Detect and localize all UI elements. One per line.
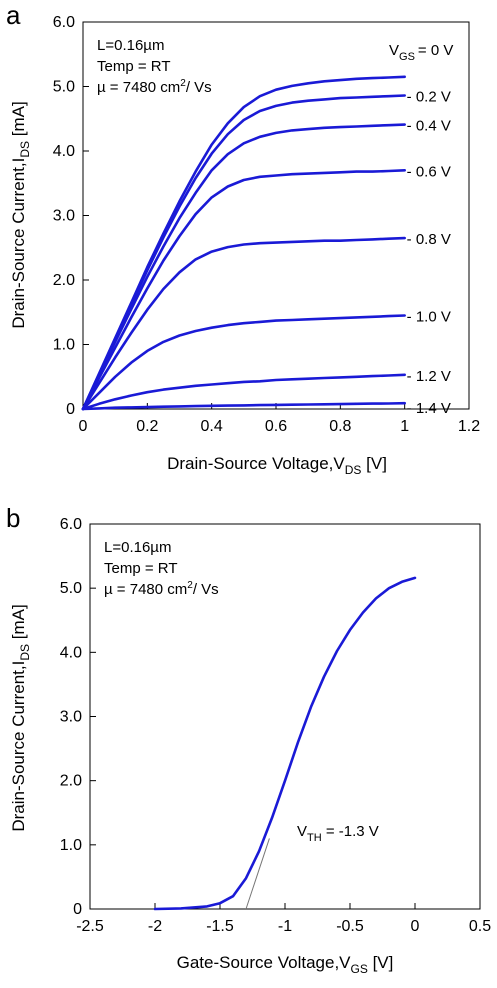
x-tick-label: 0.6 [265, 418, 287, 435]
panel-b-threshold-tangent [245, 838, 270, 910]
panel-b-annotation-mobility: µ = 7480 cm2/ Vs [104, 580, 219, 598]
curve-label: - 1.2 V [407, 368, 451, 385]
panel-b-curves [153, 576, 417, 911]
panel-b: b -2.5 -2 -1.5 -1 -0.5 0 0.5 0 1.0 2.0 3.0 4.0 5.0 6.… [6, 503, 491, 976]
y-tick-label: 6.0 [60, 516, 82, 533]
x-tick-label: -1.5 [206, 918, 234, 935]
y-tick-label: 0 [73, 901, 82, 918]
y-tick-label: 1.0 [53, 337, 75, 354]
panel-b-label: b [6, 503, 20, 533]
x-tick-label: 0.8 [329, 418, 351, 435]
iv-curve-7 [81, 401, 407, 411]
x-tick-label: -2 [148, 918, 162, 935]
x-tick-label: 1.2 [458, 418, 480, 435]
x-tick-label: -2.5 [76, 918, 104, 935]
x-tick-label: -1 [278, 918, 292, 935]
x-tick-label: 1 [400, 418, 409, 435]
y-tick-label: 1.0 [60, 837, 82, 854]
panel-b-annotation-temp: Temp = RT [104, 560, 178, 577]
iv-curve-1 [81, 94, 407, 411]
panel-a-label: a [6, 0, 21, 30]
y-tick-label: 2.0 [53, 272, 75, 289]
iv-curve-5 [81, 314, 407, 411]
curve-label: - 0.4 V [407, 118, 451, 135]
panel-a-annotation-length: L=0.16µm [97, 37, 164, 54]
x-tick-label: 0.2 [136, 418, 158, 435]
y-tick-label: 5.0 [53, 79, 75, 96]
panel-a-ticks: 0 0.2 0.4 0.6 0.8 1 1.2 0 1.0 2.0 3.0 4.0 5.0 6.0 [53, 14, 480, 435]
panel-a-y-axis-label: Drain-Source Current,IDS [mA] [9, 101, 32, 328]
x-tick-label: -0.5 [336, 918, 364, 935]
curve-label: - 1.4 V [407, 400, 451, 417]
iv-curve-3 [81, 169, 407, 411]
y-tick-label: 3.0 [53, 208, 75, 225]
iv-curve-2 [81, 123, 407, 411]
panel-a-legend-header: VGS = 0 V [389, 42, 453, 63]
curve-label: - 1.0 V [407, 308, 451, 325]
transfer-curve [153, 576, 417, 911]
curve-label: - 0.8 V [407, 231, 451, 248]
panel-b-ticks: -2.5 -2 -1.5 -1 -0.5 0 0.5 0 1.0 2.0 3.0 4.0 5.0 6.0 [60, 516, 491, 935]
curve-label: - 0.2 V [407, 89, 451, 106]
iv-curve-6 [81, 373, 407, 411]
panel-b-annotation-length: L=0.16µm [104, 539, 171, 556]
panel-a-x-axis-label: Drain-Source Voltage,VDS [V] [167, 454, 387, 477]
y-tick-label: 6.0 [53, 14, 75, 31]
panel-b-y-axis-label: Drain-Source Current,IDS [mA] [9, 604, 32, 831]
panel-b-x-axis-label: Gate-Source Voltage,VGS [V] [177, 953, 394, 976]
y-tick-label: 4.0 [60, 644, 82, 661]
x-tick-label: 0 [79, 418, 88, 435]
panel-b-threshold-label: VTH = -1.3 V [297, 823, 379, 844]
panel-a-annotation-temp: Temp = RT [97, 58, 171, 75]
panel-a-annotation-mobility: µ = 7480 cm2/ Vs [97, 78, 212, 96]
y-tick-label: 3.0 [60, 709, 82, 726]
y-tick-label: 2.0 [60, 773, 82, 790]
curve-label: - 0.6 V [407, 163, 451, 180]
y-tick-label: 4.0 [53, 143, 75, 160]
x-tick-label: 0.5 [469, 918, 491, 935]
panel-a-curve-labels: - 0.2 V - 0.4 V - 0.6 V - 0.8 V - 1.0 V - 1.2… [407, 89, 451, 418]
y-tick-label: 5.0 [60, 580, 82, 597]
iv-curve-4 [81, 236, 407, 411]
panel-a-curves [81, 75, 407, 411]
x-tick-label: 0 [411, 918, 420, 935]
panel-a: a 0 0.2 0.4 0.6 0.8 1 1.2 0 1.0 2.0 3.0 4.0 5.0 6.0 -… [6, 0, 480, 477]
y-tick-label: 0 [66, 401, 75, 418]
x-tick-label: 0.4 [201, 418, 223, 435]
